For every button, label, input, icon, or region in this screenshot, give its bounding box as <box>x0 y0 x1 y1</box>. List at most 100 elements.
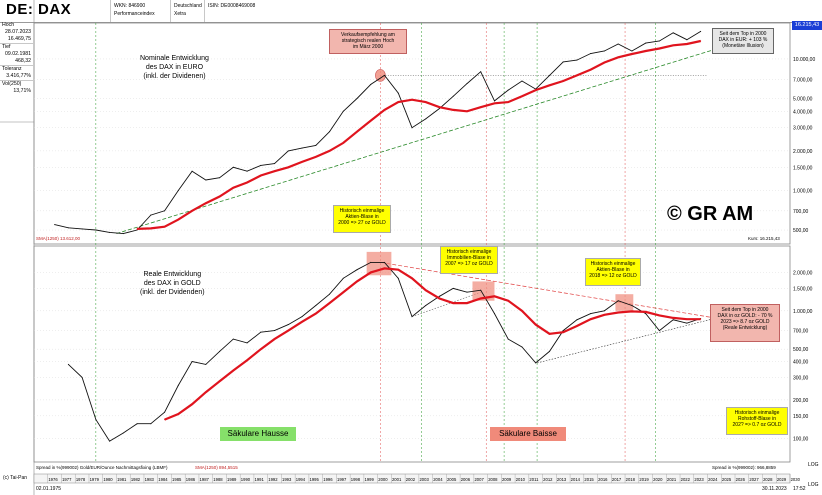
data-point-0-0-25 <box>397 92 399 94</box>
data-point-1-1-13 <box>246 359 248 361</box>
data-point-1-1-46 <box>700 318 702 320</box>
ytick-label-1-9: 100,00 <box>793 436 809 442</box>
ytick-label-0-4: 3.000,00 <box>793 126 813 132</box>
data-point-1-1-45 <box>686 318 688 320</box>
ytick-label-0-1: 7.000,00 <box>793 77 813 83</box>
end-date: 30.11.2023 <box>762 486 787 492</box>
data-point-1-1-29 <box>466 302 468 304</box>
data-point-1-0-19 <box>329 293 331 295</box>
data-point-0-1-42 <box>631 53 633 55</box>
label-secular-bear: Säkulare Baisse <box>490 427 566 441</box>
xtick-label-1990: 1990 <box>241 477 251 482</box>
data-point-1-0-3 <box>109 440 111 442</box>
data-point-1-1-24 <box>397 269 399 271</box>
xtick-label-1983: 1983 <box>145 477 155 482</box>
note-real-since-top: Seit dem Top in 2000 DAX in oz GOLD: - 7… <box>710 304 780 342</box>
data-point-1-1-21 <box>356 280 358 282</box>
data-point-1-0-40 <box>617 300 619 302</box>
data-point-1-0-10 <box>205 363 207 365</box>
last-price-tag: 16.215,43 <box>792 21 822 30</box>
xtick-label-1995: 1995 <box>310 477 320 482</box>
ytick-label-1-3: 700,00 <box>793 329 809 335</box>
data-point-0-1-39 <box>590 69 592 71</box>
ytick-label-1-6: 300,00 <box>793 375 809 381</box>
xtick-label-2024: 2024 <box>708 477 718 482</box>
xtick-label-2018: 2018 <box>626 477 636 482</box>
country-cell: Deutschland Xetra <box>170 0 204 22</box>
data-point-1-1-11 <box>219 380 221 382</box>
xtick-label-1996: 1996 <box>323 477 333 482</box>
xtick-label-2019: 2019 <box>639 477 649 482</box>
data-point-0-0-37 <box>562 61 564 63</box>
xtick-label-2022: 2022 <box>681 477 691 482</box>
note-real-estate-bubble-2007: Historisch einmalige Immobilien-Blase in… <box>440 246 498 274</box>
data-point-0-0-8 <box>164 210 166 212</box>
xtick-label-2003: 2003 <box>419 477 429 482</box>
data-point-0-1-7 <box>150 227 152 229</box>
data-point-0-0-15 <box>260 164 262 166</box>
data-point-0-0-39 <box>590 53 592 55</box>
top-sma-legend: SMA(1250) 13.612,00 <box>36 236 81 241</box>
wkn-text: WKN: 846900 <box>114 3 146 9</box>
xtick-label-2011: 2011 <box>529 477 539 482</box>
data-point-0-1-19 <box>315 156 317 158</box>
xtick-label-2005: 2005 <box>447 477 457 482</box>
xtick-label-2000: 2000 <box>378 477 388 482</box>
ytick-label-0-3: 4.000,00 <box>793 109 813 115</box>
data-point-1-0-14 <box>260 331 262 333</box>
data-point-1-0-29 <box>466 291 468 293</box>
xtick-label-1991: 1991 <box>255 477 265 482</box>
data-point-1-0-23 <box>384 261 386 263</box>
xtick-label-2002: 2002 <box>406 477 416 482</box>
data-point-0-1-25 <box>397 101 399 103</box>
data-point-0-0-1 <box>67 227 69 229</box>
xtick-label-1984: 1984 <box>158 477 168 482</box>
xtick-label-1981: 1981 <box>117 477 127 482</box>
low-date: 09.02.1981 <box>5 51 31 57</box>
xtick-label-2004: 2004 <box>433 477 443 482</box>
data-point-1-1-22 <box>370 271 372 273</box>
data-point-0-0-4 <box>109 231 111 233</box>
bottom-log-label: LOG <box>808 462 819 468</box>
ytick-label-0-7: 1.000,00 <box>793 188 813 194</box>
data-point-1-1-19 <box>329 302 331 304</box>
data-point-0-1-33 <box>507 101 509 103</box>
data-point-0-1-35 <box>535 89 537 91</box>
data-point-0-1-14 <box>246 181 248 183</box>
data-point-1-0-12 <box>232 338 234 340</box>
ytick-label-0-6: 1.500,00 <box>793 165 813 171</box>
data-point-0-0-34 <box>521 80 523 82</box>
stats-panel: Hoch 28.07.2023 16.469,75 Tief 09.02.198… <box>0 22 33 122</box>
ytick-label-1-8: 150,00 <box>793 414 809 420</box>
xtick-label-2020: 2020 <box>653 477 663 482</box>
xtick-label-1976: 1976 <box>48 477 58 482</box>
data-point-1-0-15 <box>274 330 276 332</box>
ytick-label-1-4: 500,00 <box>793 347 809 353</box>
series-line-0-1 <box>137 39 701 230</box>
end-time: 17:52 <box>793 486 806 492</box>
data-point-0-0-14 <box>246 170 248 172</box>
xtick-label-1978: 1978 <box>76 477 86 482</box>
ytick-label-0-5: 2.000,00 <box>793 149 813 155</box>
data-point-0-0-17 <box>287 150 289 152</box>
high-label: Hoch <box>2 22 15 28</box>
data-point-1-0-18 <box>315 305 317 307</box>
data-point-0-0-27 <box>425 118 427 120</box>
data-point-0-1-40 <box>603 61 605 63</box>
xtick-label-2015: 2015 <box>584 477 594 482</box>
data-point-0-0-32 <box>493 100 495 102</box>
data-point-1-0-41 <box>631 305 633 307</box>
data-point-0-0-13 <box>232 166 234 168</box>
bubble-highlight-1 <box>472 281 495 301</box>
xtick-label-1993: 1993 <box>282 477 292 482</box>
note-sell-recommendation: Verkaufsempfehlung am strategisch realen… <box>329 29 407 54</box>
data-point-1-0-22 <box>370 261 372 263</box>
data-point-0-0-10 <box>191 170 193 172</box>
data-point-0-1-22 <box>356 131 358 133</box>
data-point-0-0-7 <box>150 214 152 216</box>
data-point-0-1-45 <box>672 44 674 46</box>
data-point-0-1-27 <box>425 101 427 103</box>
data-point-0-1-10 <box>191 210 193 212</box>
top-price-legend: Kurs: 16.215,43 <box>748 236 780 241</box>
data-point-1-0-0 <box>67 363 69 365</box>
